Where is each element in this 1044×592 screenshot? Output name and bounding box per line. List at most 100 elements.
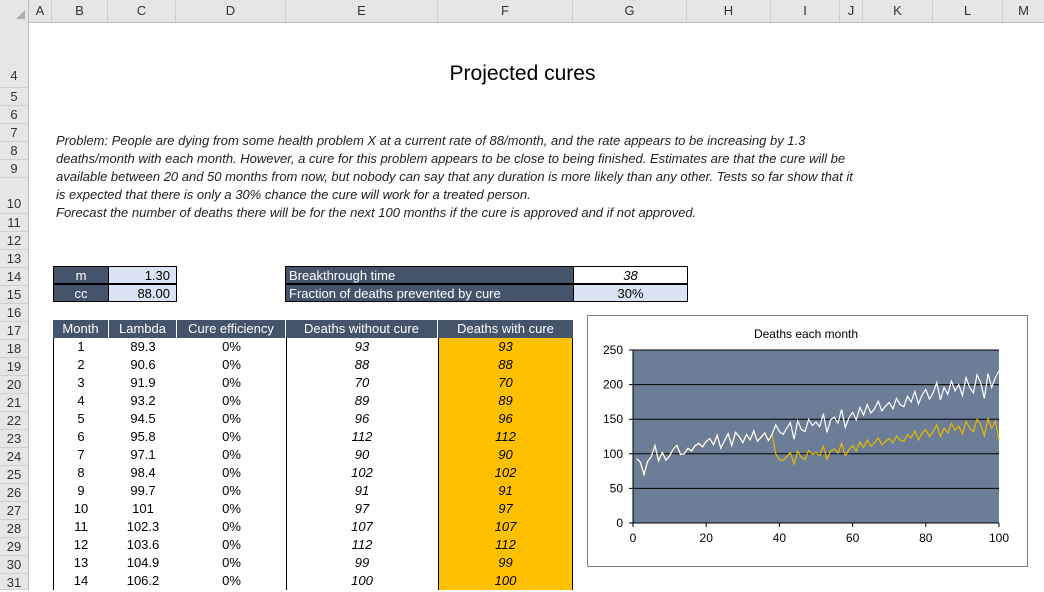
row-header-9[interactable]: 9	[0, 160, 28, 178]
problem-line-2[interactable]: deaths/month with each month. However, a…	[56, 151, 846, 166]
header-deaths-with-cure[interactable]: Deaths with cure	[438, 320, 573, 338]
row-header-27[interactable]: 27	[0, 502, 28, 520]
cell-lambda[interactable]: 104.9	[126, 555, 160, 570]
cell-deaths-without-cure[interactable]: 91	[354, 483, 370, 498]
row-header-26[interactable]: 26	[0, 484, 28, 502]
problem-line-4[interactable]: is expected that there is only a 30% cha…	[56, 187, 531, 202]
cell-month[interactable]: 11	[74, 519, 88, 534]
cell-lambda[interactable]: 91.9	[130, 375, 156, 390]
cell-month[interactable]: 14	[73, 573, 89, 588]
problem-line-1[interactable]: Problem: People are dying from some heal…	[56, 133, 806, 148]
column-header-i[interactable]: I	[771, 0, 840, 22]
cell-month[interactable]: 6	[77, 429, 85, 444]
cell-deaths-without-cure[interactable]: 90	[354, 447, 370, 462]
cell-deaths-with-cure[interactable]: 112	[495, 537, 516, 552]
cell-deaths-without-cure[interactable]: 93	[354, 339, 370, 354]
problem-line-5[interactable]: Forecast the number of deaths there will…	[56, 205, 697, 220]
fraction-label[interactable]: Fraction of deaths prevented by cure	[285, 284, 574, 302]
cell-month[interactable]: 2	[77, 357, 85, 372]
column-header-m[interactable]: M	[1018, 3, 1029, 18]
cell-deaths-with-cure[interactable]: 93	[498, 339, 513, 354]
column-header-f[interactable]: F	[438, 0, 573, 22]
cell-deaths-without-cure[interactable]: 99	[354, 555, 370, 570]
row-header-8[interactable]: 8	[0, 142, 28, 160]
row-header-12[interactable]: 12	[0, 232, 28, 250]
column-header-a[interactable]: A	[29, 0, 52, 22]
cell-deaths-with-cure[interactable]: 102	[494, 465, 517, 480]
cell-deaths-without-cure[interactable]: 102	[351, 465, 373, 480]
cell-cure-efficiency[interactable]: 0%	[222, 339, 241, 354]
select-all-corner[interactable]	[0, 0, 29, 22]
header-lambda[interactable]: Lambda	[109, 320, 177, 338]
cell-month[interactable]: 13	[73, 555, 89, 570]
cell-cure-efficiency[interactable]: 0%	[222, 429, 241, 444]
column-header-b[interactable]: B	[52, 0, 108, 22]
row-header-10[interactable]: 10	[0, 178, 28, 214]
row-header-24[interactable]: 24	[0, 448, 28, 466]
row-header-14[interactable]: 14	[0, 268, 28, 286]
cell-deaths-without-cure[interactable]: 112	[351, 537, 373, 552]
deaths-chart[interactable]: Deaths each month 0 50 100 150 200 250 0 20 40 60…	[587, 315, 1028, 567]
row-header-4[interactable]: 4	[0, 22, 28, 88]
cell-deaths-with-cure[interactable]: 88	[498, 357, 513, 372]
cell-month[interactable]: 3	[77, 375, 85, 390]
cell-cure-efficiency[interactable]: 0%	[222, 465, 241, 480]
column-header-j[interactable]: J	[840, 0, 863, 22]
header-cure-efficiency[interactable]: Cure efficiency	[177, 320, 286, 338]
row-header-7[interactable]: 7	[0, 124, 28, 142]
cell-deaths-with-cure[interactable]: 89	[498, 393, 513, 408]
cell-lambda[interactable]: 106.2	[126, 573, 160, 588]
cell-month[interactable]: 4	[77, 393, 85, 408]
header-deaths-without-cure[interactable]: Deaths without cure	[286, 320, 438, 338]
param-m-value[interactable]: 1.30	[108, 266, 177, 284]
param-cc-label[interactable]: cc	[53, 284, 109, 302]
cell-cure-efficiency[interactable]: 0%	[222, 357, 241, 372]
cell-lambda[interactable]: 94.5	[130, 411, 156, 426]
cell-deaths-with-cure[interactable]: 99	[498, 555, 513, 570]
cell-month[interactable]: 8	[77, 465, 85, 480]
cell-cure-efficiency[interactable]: 0%	[222, 519, 241, 534]
cell-month[interactable]: 9	[77, 483, 85, 498]
row-header-17[interactable]: 17	[0, 322, 28, 340]
param-cc-value[interactable]: 88.00	[108, 284, 177, 302]
cell-deaths-with-cure[interactable]: 112	[495, 429, 516, 444]
header-month[interactable]: Month	[53, 320, 109, 338]
cell-deaths-with-cure[interactable]: 96	[498, 411, 513, 426]
column-header-l[interactable]: L	[933, 0, 1003, 22]
column-header-g[interactable]: G	[573, 0, 687, 22]
row-header-11[interactable]: 11	[0, 214, 28, 232]
cell-deaths-without-cure[interactable]: 70	[354, 375, 370, 390]
cell-month[interactable]: 10	[73, 501, 89, 516]
row-header-18[interactable]: 18	[0, 340, 28, 358]
cell-deaths-without-cure[interactable]: 112	[351, 429, 373, 444]
cell-cure-efficiency[interactable]: 0%	[222, 393, 241, 408]
column-header-e[interactable]: E	[286, 0, 438, 22]
column-header-k[interactable]: K	[863, 0, 933, 22]
cell-deaths-without-cure[interactable]: 96	[354, 411, 370, 426]
column-header-h[interactable]: H	[687, 0, 771, 22]
row-header-30[interactable]: 30	[0, 556, 28, 574]
breakthrough-value[interactable]: 38	[573, 266, 688, 284]
row-header-19[interactable]: 19	[0, 358, 28, 376]
cell-deaths-without-cure[interactable]: 97	[354, 501, 370, 516]
row-header-6[interactable]: 6	[0, 106, 28, 124]
cell-cure-efficiency[interactable]: 0%	[222, 411, 241, 426]
column-header-c[interactable]: C	[108, 0, 176, 22]
cell-lambda[interactable]: 93.2	[130, 393, 156, 408]
cell-lambda[interactable]: 102.3	[126, 519, 160, 534]
cell-lambda[interactable]: 98.4	[130, 465, 156, 480]
cell-lambda[interactable]: 90.6	[130, 357, 156, 372]
fraction-value[interactable]: 30%	[573, 284, 688, 302]
cell-lambda[interactable]: 99.7	[130, 483, 156, 498]
cell-month[interactable]: 1	[77, 339, 85, 354]
row-header-25[interactable]: 25	[0, 466, 28, 484]
cell-lambda[interactable]: 95.8	[130, 429, 156, 444]
cell-deaths-with-cure[interactable]: 90	[498, 447, 513, 462]
cell-cure-efficiency[interactable]: 0%	[222, 375, 241, 390]
cell-cure-efficiency[interactable]: 0%	[222, 573, 241, 588]
row-header-21[interactable]: 21	[0, 394, 28, 412]
cell-deaths-with-cure[interactable]: 70	[498, 375, 513, 390]
cell-lambda[interactable]: 101	[132, 501, 154, 516]
row-header-29[interactable]: 29	[0, 538, 28, 556]
breakthrough-label[interactable]: Breakthrough time	[285, 266, 574, 284]
